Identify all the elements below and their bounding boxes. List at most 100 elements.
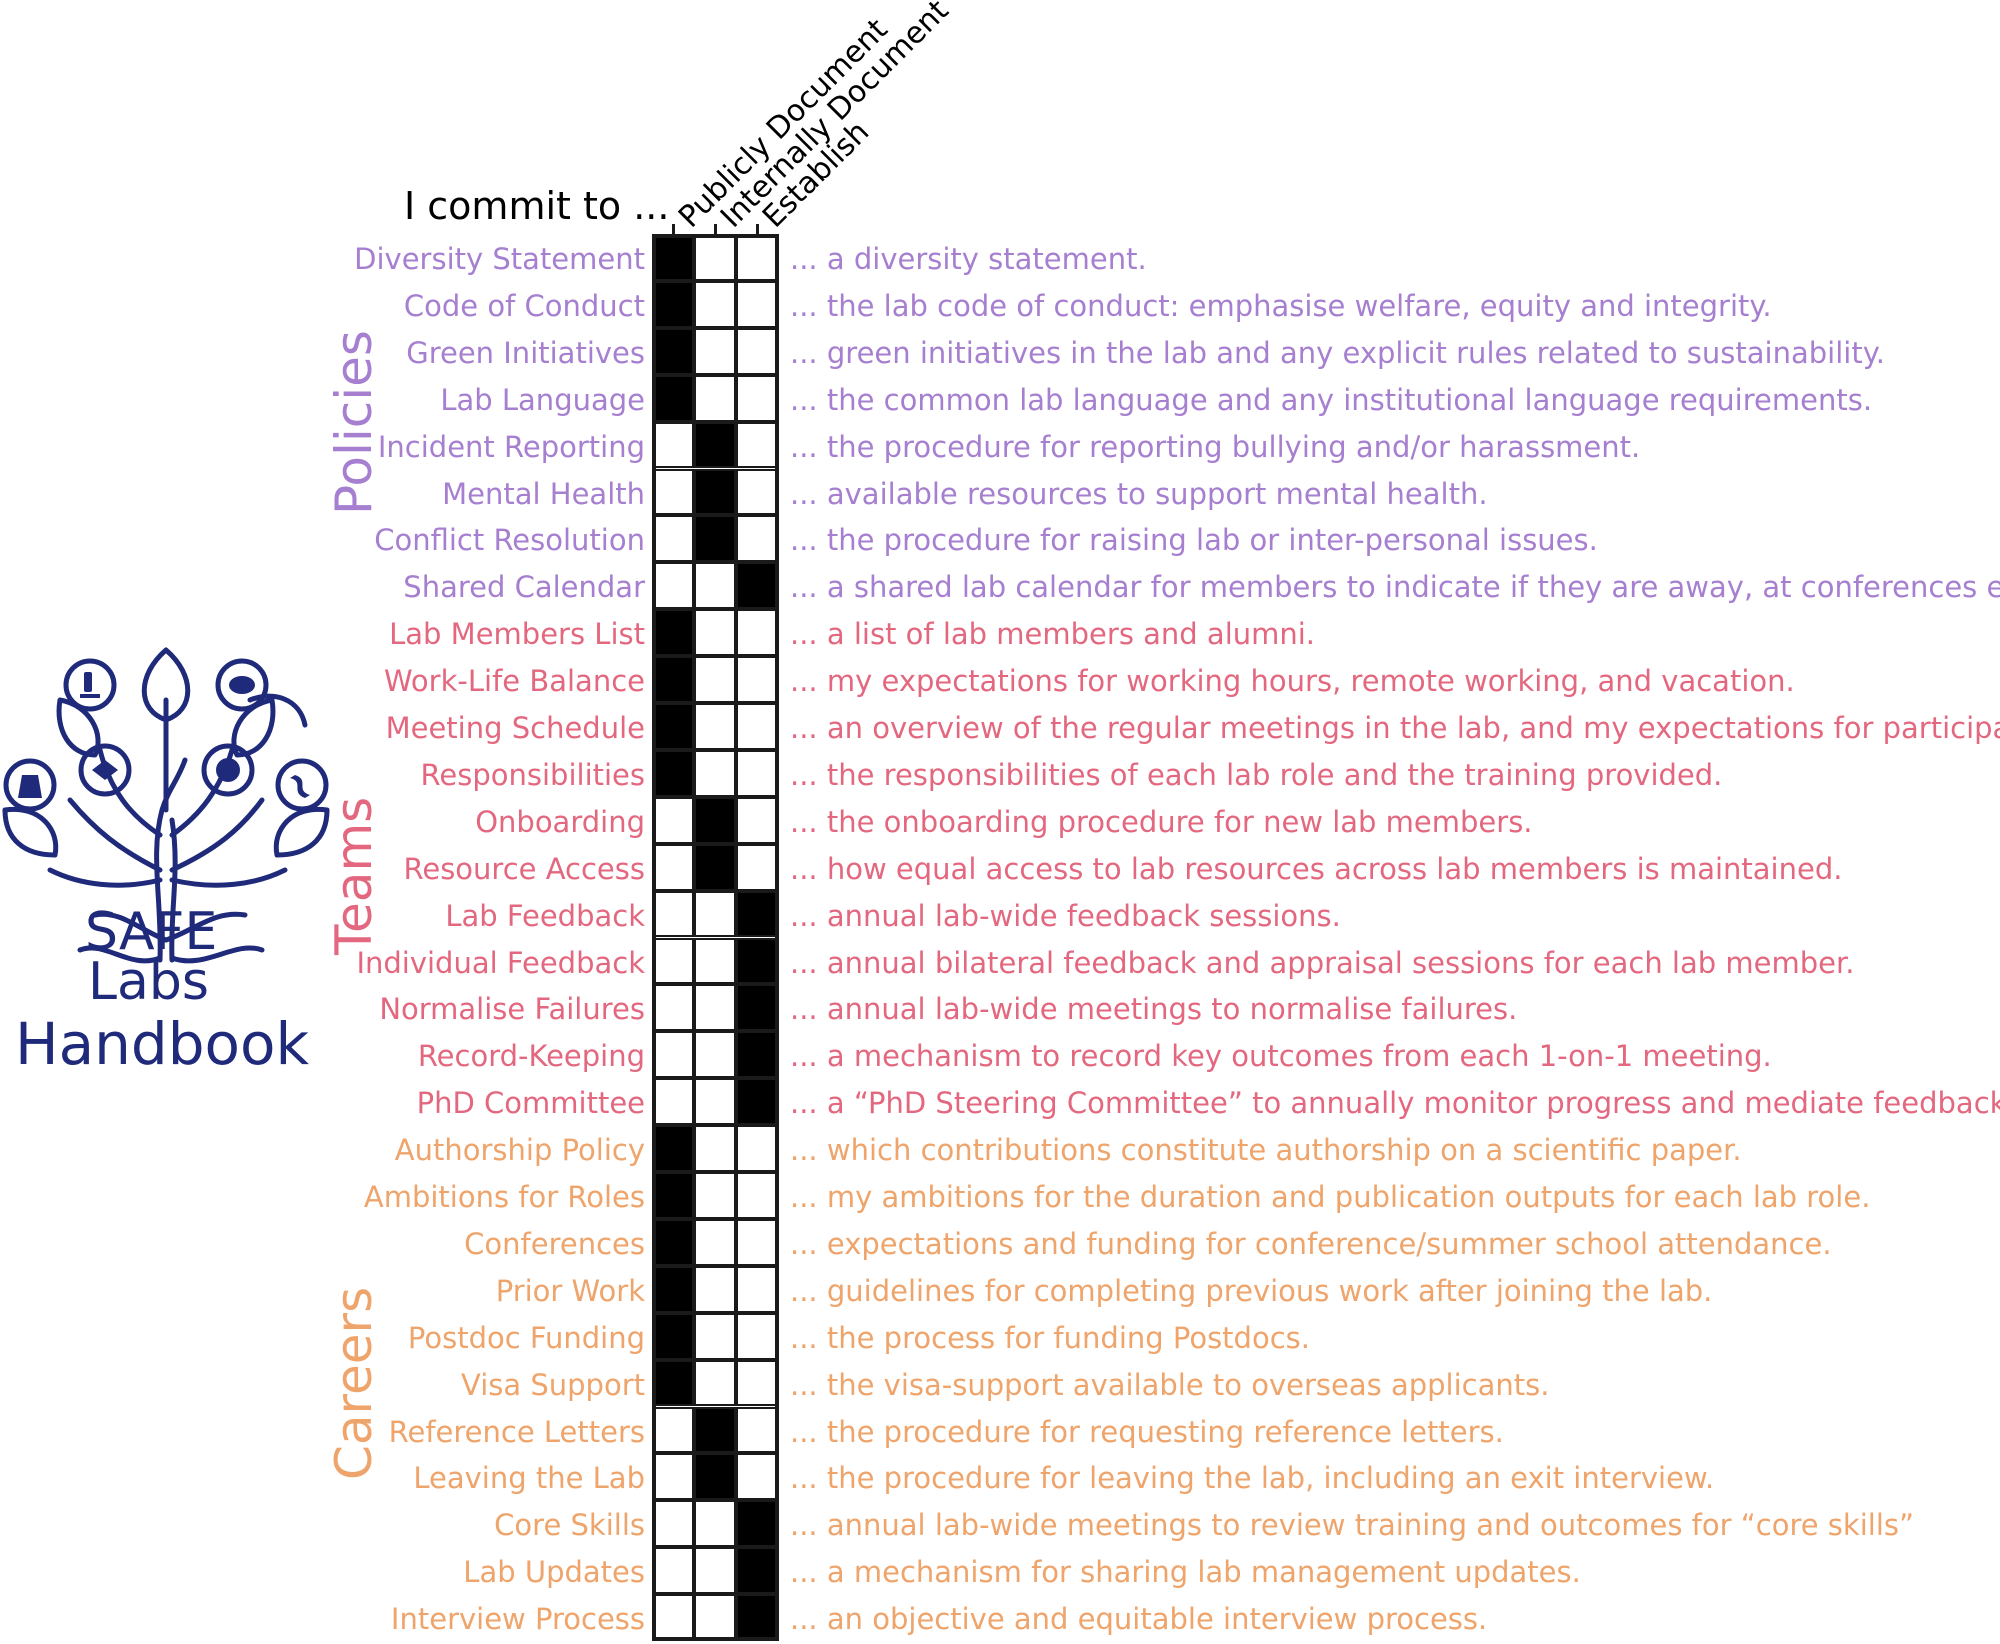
grid-cell-empty [652, 1078, 694, 1126]
row-description: ... guidelines for completing previous w… [790, 1273, 1713, 1308]
grid-cell-filled [694, 1453, 736, 1501]
row-label: Shared Calendar [403, 570, 645, 605]
row-description: ... how equal access to lab resources ac… [790, 851, 1843, 886]
section-label-policies: Policies [325, 330, 383, 515]
row-label: Prior Work [495, 1273, 645, 1308]
row-label: Normalise Failures [379, 992, 645, 1027]
column-tick [672, 224, 675, 234]
row-label: Individual Feedback [356, 945, 645, 980]
grid-cell-empty [736, 234, 778, 281]
row-label: Interview Process [390, 1602, 645, 1637]
grid-cell-empty [694, 1078, 736, 1126]
grid-cell-empty [652, 515, 694, 563]
grid-cell-empty [694, 1312, 736, 1360]
grid-cell-filled [736, 984, 778, 1032]
grid-cell-empty [694, 1359, 736, 1407]
row-label: Core Skills [494, 1508, 645, 1543]
grid-cell-empty [736, 515, 778, 563]
row-description: ... an overview of the regular meetings … [790, 711, 2000, 745]
grid-cell-empty [736, 1265, 778, 1313]
grid-cell-empty [736, 1312, 778, 1360]
row-description: ... my expectations for working hours, r… [790, 664, 1795, 699]
row-label: Mental Health [442, 476, 645, 511]
grid-cell-empty [736, 327, 778, 375]
grid-cell-empty [736, 703, 778, 750]
grid-cell-empty [736, 468, 778, 516]
grid-cell-empty [652, 1500, 694, 1548]
row-label: Lab Updates [463, 1555, 645, 1590]
grid-cell-empty [736, 1453, 778, 1501]
row-label: Responsibilities [420, 757, 645, 792]
grid-cell-filled [652, 234, 694, 281]
grid-cell-filled [652, 280, 694, 328]
grid-cell-empty [736, 609, 778, 657]
grid-cell-empty [694, 374, 736, 422]
grid-cell-filled [652, 1172, 694, 1219]
grid-cell-empty [694, 280, 736, 328]
grid-cell-filled [652, 1265, 694, 1313]
row-label: Resource Access [403, 851, 646, 886]
row-description: ... the procedure for requesting referen… [790, 1414, 1504, 1449]
grid-cell-empty [694, 1031, 736, 1079]
grid-cell-filled [736, 937, 778, 985]
grid-cell-empty [736, 843, 778, 891]
row-description: ... the common lab language and any inst… [790, 382, 1873, 417]
tree-icon [2, 647, 330, 964]
row-description: ... an objective and equitable interview… [790, 1602, 1488, 1637]
grid-cell-empty [652, 796, 694, 844]
row-description: ... annual bilateral feedback and apprai… [790, 945, 1855, 980]
grid-cell-empty [694, 234, 736, 281]
grid-cell-filled [736, 1547, 778, 1595]
grid-cell-empty [694, 937, 736, 985]
row-label: Leaving the Lab [413, 1461, 645, 1496]
grid-cell-filled [652, 749, 694, 797]
grid-cell-empty [694, 327, 736, 375]
column-tick [756, 224, 759, 234]
row-label: PhD Committee [416, 1086, 645, 1121]
row-description: ... a shared lab calendar for members to… [790, 570, 2000, 605]
row-description: ... annual lab-wide meetings to review t… [790, 1508, 1915, 1543]
grid-cell-filled [694, 421, 736, 469]
grid-cell-filled [694, 796, 736, 844]
row-label: Ambitions for Roles [363, 1180, 645, 1214]
row-label: Lab Feedback [445, 898, 645, 933]
row-label: Record-Keeping [417, 1039, 645, 1074]
grid-cell-empty [694, 1218, 736, 1266]
grid-cell-empty [736, 421, 778, 469]
grid-cell-empty [736, 1125, 778, 1172]
row-description: ... the procedure for leaving the lab, i… [790, 1461, 1715, 1496]
grid-cell-empty [694, 1500, 736, 1548]
grid-cell-filled [652, 374, 694, 422]
row-description: ... a mechanism to record key outcomes f… [790, 1039, 1772, 1074]
grid-cell-empty [652, 984, 694, 1032]
grid-cell-empty [652, 562, 694, 610]
row-label: Authorship Policy [394, 1133, 645, 1168]
logo-text-labs: Labs [88, 952, 209, 1012]
grid-cell-filled [736, 1031, 778, 1079]
grid-cell-empty [652, 1547, 694, 1595]
row-description: ... which contributions constitute autho… [790, 1133, 1742, 1168]
row-description: ... the onboarding procedure for new lab… [790, 804, 1533, 839]
grid-cell-filled [694, 468, 736, 516]
grid-cell-empty [652, 1406, 694, 1454]
grid-cell-empty [694, 656, 736, 703]
row-label: Lab Members List [389, 617, 645, 652]
grid-cell-empty [694, 1172, 736, 1219]
logo-text-safe: SAFE [85, 902, 218, 962]
grid-cell-empty [652, 1453, 694, 1501]
row-description: ... expectations and funding for confere… [790, 1226, 1832, 1261]
grid-cell-empty [736, 749, 778, 797]
row-description: ... a diversity statement. [790, 242, 1147, 276]
grid-cell-empty [694, 562, 736, 610]
row-description: ... available resources to support menta… [790, 476, 1488, 511]
grid-cell-filled [736, 1078, 778, 1126]
row-label: Green Initiatives [406, 335, 645, 370]
grid-cell-empty [694, 890, 736, 938]
grid-cell-empty [652, 937, 694, 985]
grid-cell-empty [694, 703, 736, 750]
row-description: ... the process for funding Postdocs. [790, 1320, 1310, 1355]
grid-cell-filled [652, 1312, 694, 1360]
grid-cell-empty [652, 890, 694, 938]
grid-cell-filled [652, 609, 694, 657]
row-description: ... the visa-support available to overse… [790, 1367, 1550, 1402]
